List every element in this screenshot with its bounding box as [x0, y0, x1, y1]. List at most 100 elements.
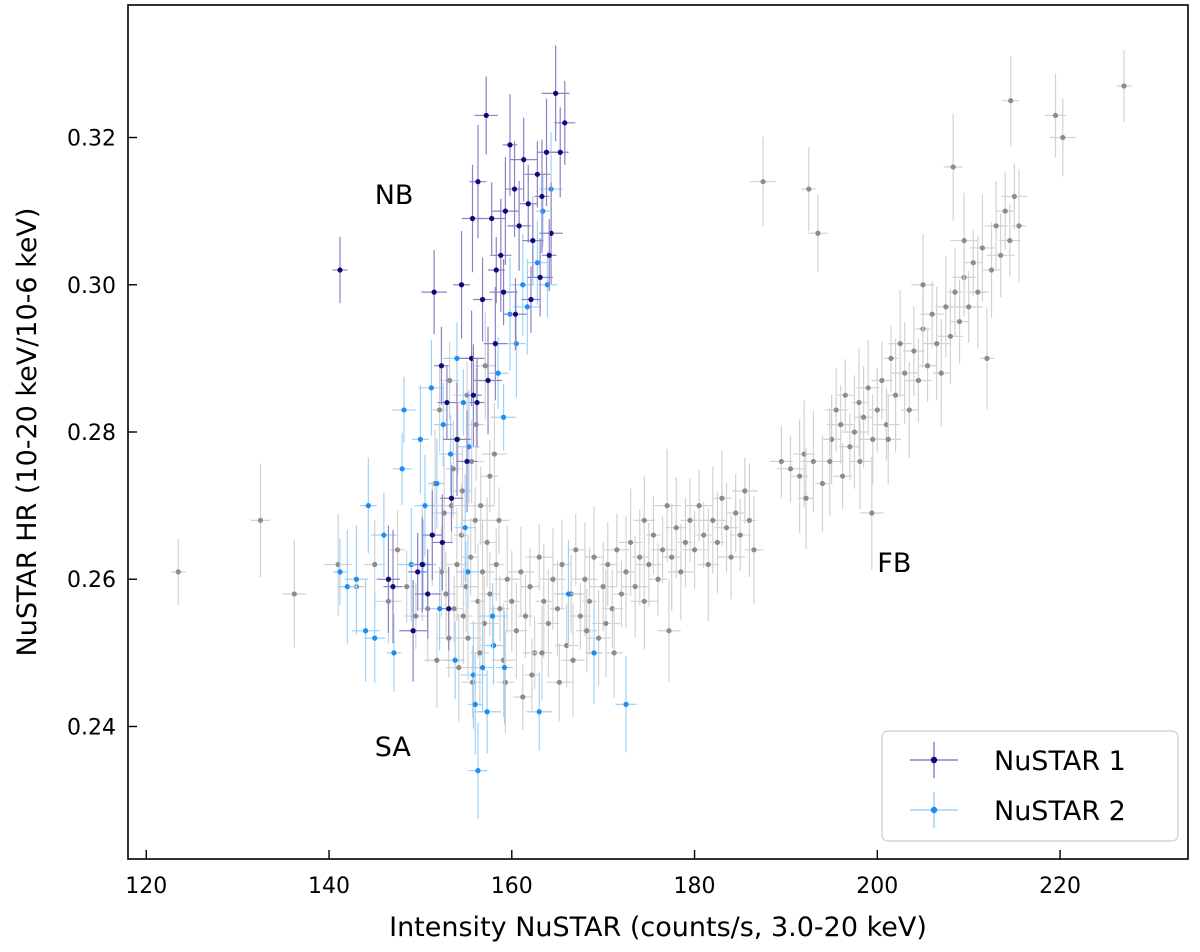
nustar-1-marker [528, 296, 534, 303]
background-marker [892, 392, 899, 398]
nustar-2-marker [452, 657, 458, 663]
nustar-2-marker [462, 525, 468, 531]
background-marker [1011, 193, 1017, 200]
background-point [250, 463, 271, 578]
background-marker [920, 282, 926, 288]
background-marker [465, 635, 471, 641]
background-point [932, 319, 950, 427]
background-marker [559, 561, 565, 568]
nustar-2-point [359, 457, 377, 554]
nustar-1-point [507, 180, 531, 271]
background-marker [760, 179, 766, 185]
background-marker [803, 495, 809, 501]
nustar-2-point [412, 385, 429, 494]
nustar-2-marker [353, 576, 360, 582]
background-point [503, 550, 521, 653]
nustar-2-marker [372, 635, 378, 641]
nustar-1-point [414, 549, 441, 639]
nustar-1-marker [419, 561, 425, 568]
background-marker [979, 245, 985, 251]
background-point [920, 281, 944, 348]
nustar-1-marker [493, 267, 499, 273]
background-marker [906, 407, 912, 413]
background-marker [545, 620, 551, 627]
nustar-1-point [441, 566, 457, 651]
background-point [513, 663, 533, 731]
background-marker [733, 510, 739, 516]
nustar-1-marker [492, 341, 498, 347]
y-axis-title: NuSTAR HR (10-20 keV/10-6 keV) [12, 208, 43, 657]
nustar-1-marker [507, 142, 513, 148]
nustar-1-marker [454, 436, 460, 442]
background-point [886, 338, 906, 452]
background-point [546, 643, 573, 722]
nustar-1-marker [500, 289, 507, 295]
nustar-2-marker [484, 709, 490, 715]
background-marker [778, 458, 784, 465]
background-point [618, 488, 643, 597]
background-point [616, 515, 636, 629]
background-marker [691, 547, 698, 553]
nustar-2-marker [381, 532, 387, 538]
nustar-2-point [337, 529, 357, 644]
background-point [604, 513, 630, 586]
background-point [453, 568, 473, 664]
background-point [467, 367, 485, 482]
nustar-2-marker [475, 768, 481, 774]
background-marker [806, 186, 812, 192]
background-marker [719, 495, 725, 501]
background-point [890, 322, 919, 424]
nustar-1-marker [516, 223, 522, 229]
background-marker [497, 606, 503, 612]
background-marker [454, 561, 460, 568]
background-point [911, 233, 935, 336]
background-marker [257, 517, 264, 523]
nustar-1-marker [553, 90, 559, 96]
background-point [479, 552, 501, 636]
background-marker [291, 591, 297, 597]
nustar-2-point [496, 610, 513, 725]
nustar-2-point [456, 535, 480, 608]
nustar-2-marker [437, 606, 443, 612]
nustar-1-point [527, 238, 553, 317]
background-point [695, 501, 713, 569]
background-marker [857, 458, 863, 465]
nustar-1-point [509, 117, 538, 202]
nustar-2-point [467, 653, 483, 756]
background-point [969, 194, 996, 302]
nustar-1-marker [539, 193, 545, 200]
nustar-2-point [513, 258, 542, 355]
nustar-2-point [487, 337, 509, 410]
background-point [621, 535, 650, 638]
background-marker [582, 576, 588, 582]
background-marker [570, 657, 576, 663]
x-tick-label: 160 [491, 874, 533, 899]
nustar-2-marker [534, 260, 540, 266]
background-marker [902, 370, 908, 376]
nustar-1-point [437, 366, 457, 439]
nustar-2-marker [337, 569, 343, 575]
nustar-1-marker [415, 569, 421, 575]
background-marker [659, 547, 666, 553]
nustar-1-marker [502, 208, 508, 214]
background-marker [434, 657, 440, 663]
background-point [849, 413, 871, 510]
background-marker [897, 341, 903, 347]
background-marker [637, 554, 643, 560]
background-point [833, 443, 853, 510]
background-marker [554, 606, 561, 612]
background-marker [573, 547, 579, 553]
nustar-1-point [492, 157, 519, 265]
background-marker [742, 488, 748, 494]
x-axis-title: Intensity NuSTAR (counts/s, 3.0-20 keV) [389, 912, 927, 943]
background-marker [372, 561, 378, 568]
background-point [446, 613, 472, 722]
nustar-2-marker [417, 436, 424, 442]
nustar-1-point [474, 76, 498, 155]
background-marker [838, 422, 844, 428]
background-point [744, 496, 764, 604]
background-marker [394, 547, 401, 553]
background-marker [468, 554, 474, 560]
y-tick-label: 0.32 [67, 127, 116, 152]
